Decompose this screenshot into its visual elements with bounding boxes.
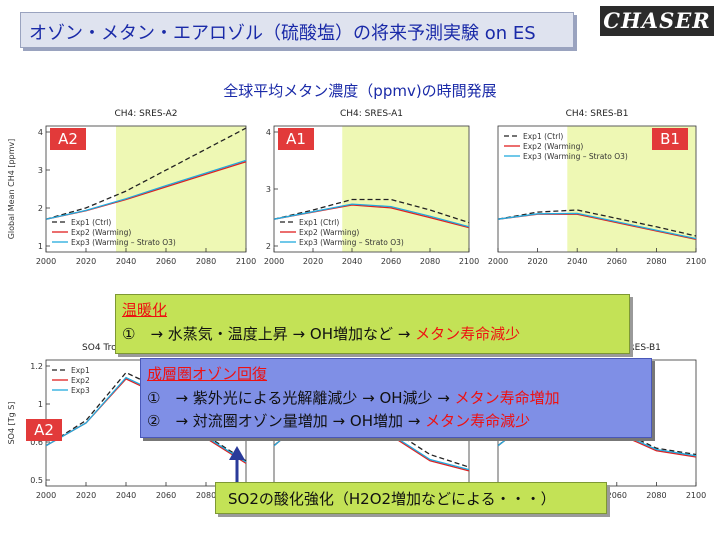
scenario-badge: [652, 128, 688, 150]
strato-box: 成層圏オゾン回復 ① → 紫外光による光解離減少 → OH減少 → メタン寿命増…: [140, 358, 652, 438]
strato-line-1: ① → 紫外光による光解離減少 → OH減少 → メタン寿命増加: [147, 387, 560, 408]
x-tick-label: 2080: [196, 491, 216, 500]
legend-label: Exp3: [71, 386, 90, 395]
y-tick-label: 1: [38, 242, 43, 251]
x-tick-label: 2100: [459, 257, 479, 266]
warming-box: 温暖化 ① → 水蒸気・温度上昇 → OH増加など → メタン寿命減少: [115, 294, 630, 354]
strato-line-2-result: メタン寿命減少: [425, 412, 531, 430]
scenario-badge-label: B1: [660, 130, 680, 148]
legend-label: Exp1 (Ctrl): [71, 218, 111, 227]
highlight-band: [342, 126, 469, 252]
series-line: [273, 203, 470, 228]
scenario-badge-label: A2: [58, 130, 78, 148]
x-tick-label: 2080: [196, 257, 216, 266]
x-tick-label: 2060: [607, 257, 627, 266]
legend-label: Exp1 (Ctrl): [523, 132, 563, 141]
series-line: [45, 127, 247, 220]
y-axis-label: Global Mean CH4 [ppmv]: [7, 139, 16, 240]
x-tick-label: 2040: [567, 257, 587, 266]
warming-line-1: ① → 水蒸気・温度上昇 → OH増加など → メタン寿命減少: [122, 323, 520, 344]
x-tick-label: 2000: [36, 257, 56, 266]
x-tick-label: 2040: [116, 257, 136, 266]
chart-subtitle: 全球平均メタン濃度（ppmv)の時間発展: [223, 82, 497, 100]
chaser-logo: CHASER: [600, 6, 714, 36]
warming-line-1-prefix: ① → 水蒸気・温度上昇 → OH増加など →: [122, 325, 416, 343]
x-tick-label: 2000: [264, 257, 284, 266]
y-tick-label: 0.5: [30, 476, 43, 485]
strato-line-2-prefix: ② → 対流圏オゾン量増加 → OH増加 →: [147, 412, 426, 430]
y-tick-label: 2: [266, 242, 271, 251]
x-tick-label: 2080: [646, 491, 666, 500]
y-tick-label: 1.2: [30, 362, 43, 371]
x-tick-label: 2020: [527, 257, 547, 266]
slide-title: オゾン・メタン・エアロゾル（硫酸塩）の将来予測実験 on ES: [29, 23, 536, 44]
legend-label: Exp3 (Warming – Strato O3): [523, 152, 628, 161]
legend-label: Exp2 (Warming): [523, 142, 583, 151]
x-tick-label: 2060: [381, 257, 401, 266]
legend-label: Exp2 (Warming): [299, 228, 359, 237]
x-tick-label: 2100: [686, 491, 706, 500]
so2-text: SO2の酸化強化（H2O2増加などによる・・・）: [228, 490, 556, 508]
y-tick-label: 4: [266, 128, 271, 137]
title-box: オゾン・メタン・エアロゾル（硫酸塩）の将来予測実験 on ES: [20, 12, 574, 48]
x-tick-label: 2000: [36, 491, 56, 500]
x-tick-label: 2080: [420, 257, 440, 266]
x-tick-label: 2040: [342, 257, 362, 266]
highlight-band: [116, 126, 246, 252]
scenario-badge-label: A1: [286, 130, 306, 148]
scenario-badge: [278, 128, 314, 150]
strato-line-1-prefix: ① → 紫外光による光解離減少 → OH減少 →: [147, 389, 455, 407]
warming-heading: 温暖化: [122, 301, 168, 319]
legend-label: Exp3 (Warming – Strato O3): [71, 238, 176, 247]
y-tick-label: 3: [38, 166, 43, 175]
series-line: [497, 209, 697, 237]
legend-label: Exp3 (Warming – Strato O3): [299, 238, 404, 247]
legend-label: Exp1: [71, 366, 90, 375]
y-tick-label: 1: [38, 400, 43, 409]
series-line: [273, 198, 470, 224]
chart-title: CH4: SRES-A2: [115, 109, 178, 119]
x-tick-label: 2100: [236, 257, 256, 266]
x-tick-label: 2080: [646, 257, 666, 266]
so2-box: SO2の酸化強化（H2O2増加などによる・・・）: [215, 482, 607, 514]
x-tick-label: 2020: [303, 257, 323, 266]
x-tick-label: 2020: [76, 491, 96, 500]
y-tick-label: 2: [38, 204, 43, 213]
x-tick-label: 2020: [76, 257, 96, 266]
x-tick-label: 2000: [488, 257, 508, 266]
chart-title: CH4: SRES-B1: [566, 109, 629, 119]
strato-heading: 成層圏オゾン回復: [147, 365, 268, 383]
warming-line-1-result: メタン寿命減少: [415, 325, 521, 343]
scenario-badge-label: A2: [34, 421, 54, 439]
y-axis-label: SO4 [Tg S]: [7, 402, 16, 445]
legend-label: Exp1 (Ctrl): [299, 218, 339, 227]
strato-line-1-result: メタン寿命増加: [454, 389, 560, 407]
series-line: [45, 159, 247, 220]
series-line: [497, 212, 697, 240]
scenario-badge: [26, 419, 62, 441]
y-tick-label: 0.6: [30, 438, 43, 447]
x-tick-label: 2100: [686, 257, 706, 266]
chart-title: CH4: SRES-A1: [340, 109, 403, 119]
legend-label: Exp2: [71, 376, 90, 385]
legend-label: Exp2 (Warming): [71, 228, 131, 237]
strato-line-2: ② → 対流圏オゾン量増加 → OH増加 → メタン寿命減少: [147, 410, 530, 431]
x-tick-label: 2040: [116, 491, 136, 500]
y-tick-label: 3: [266, 185, 271, 194]
x-tick-label: 2060: [607, 491, 627, 500]
x-tick-label: 2060: [156, 491, 176, 500]
y-tick-label: 4: [38, 128, 43, 137]
scenario-badge: [50, 128, 86, 150]
x-tick-label: 2060: [156, 257, 176, 266]
